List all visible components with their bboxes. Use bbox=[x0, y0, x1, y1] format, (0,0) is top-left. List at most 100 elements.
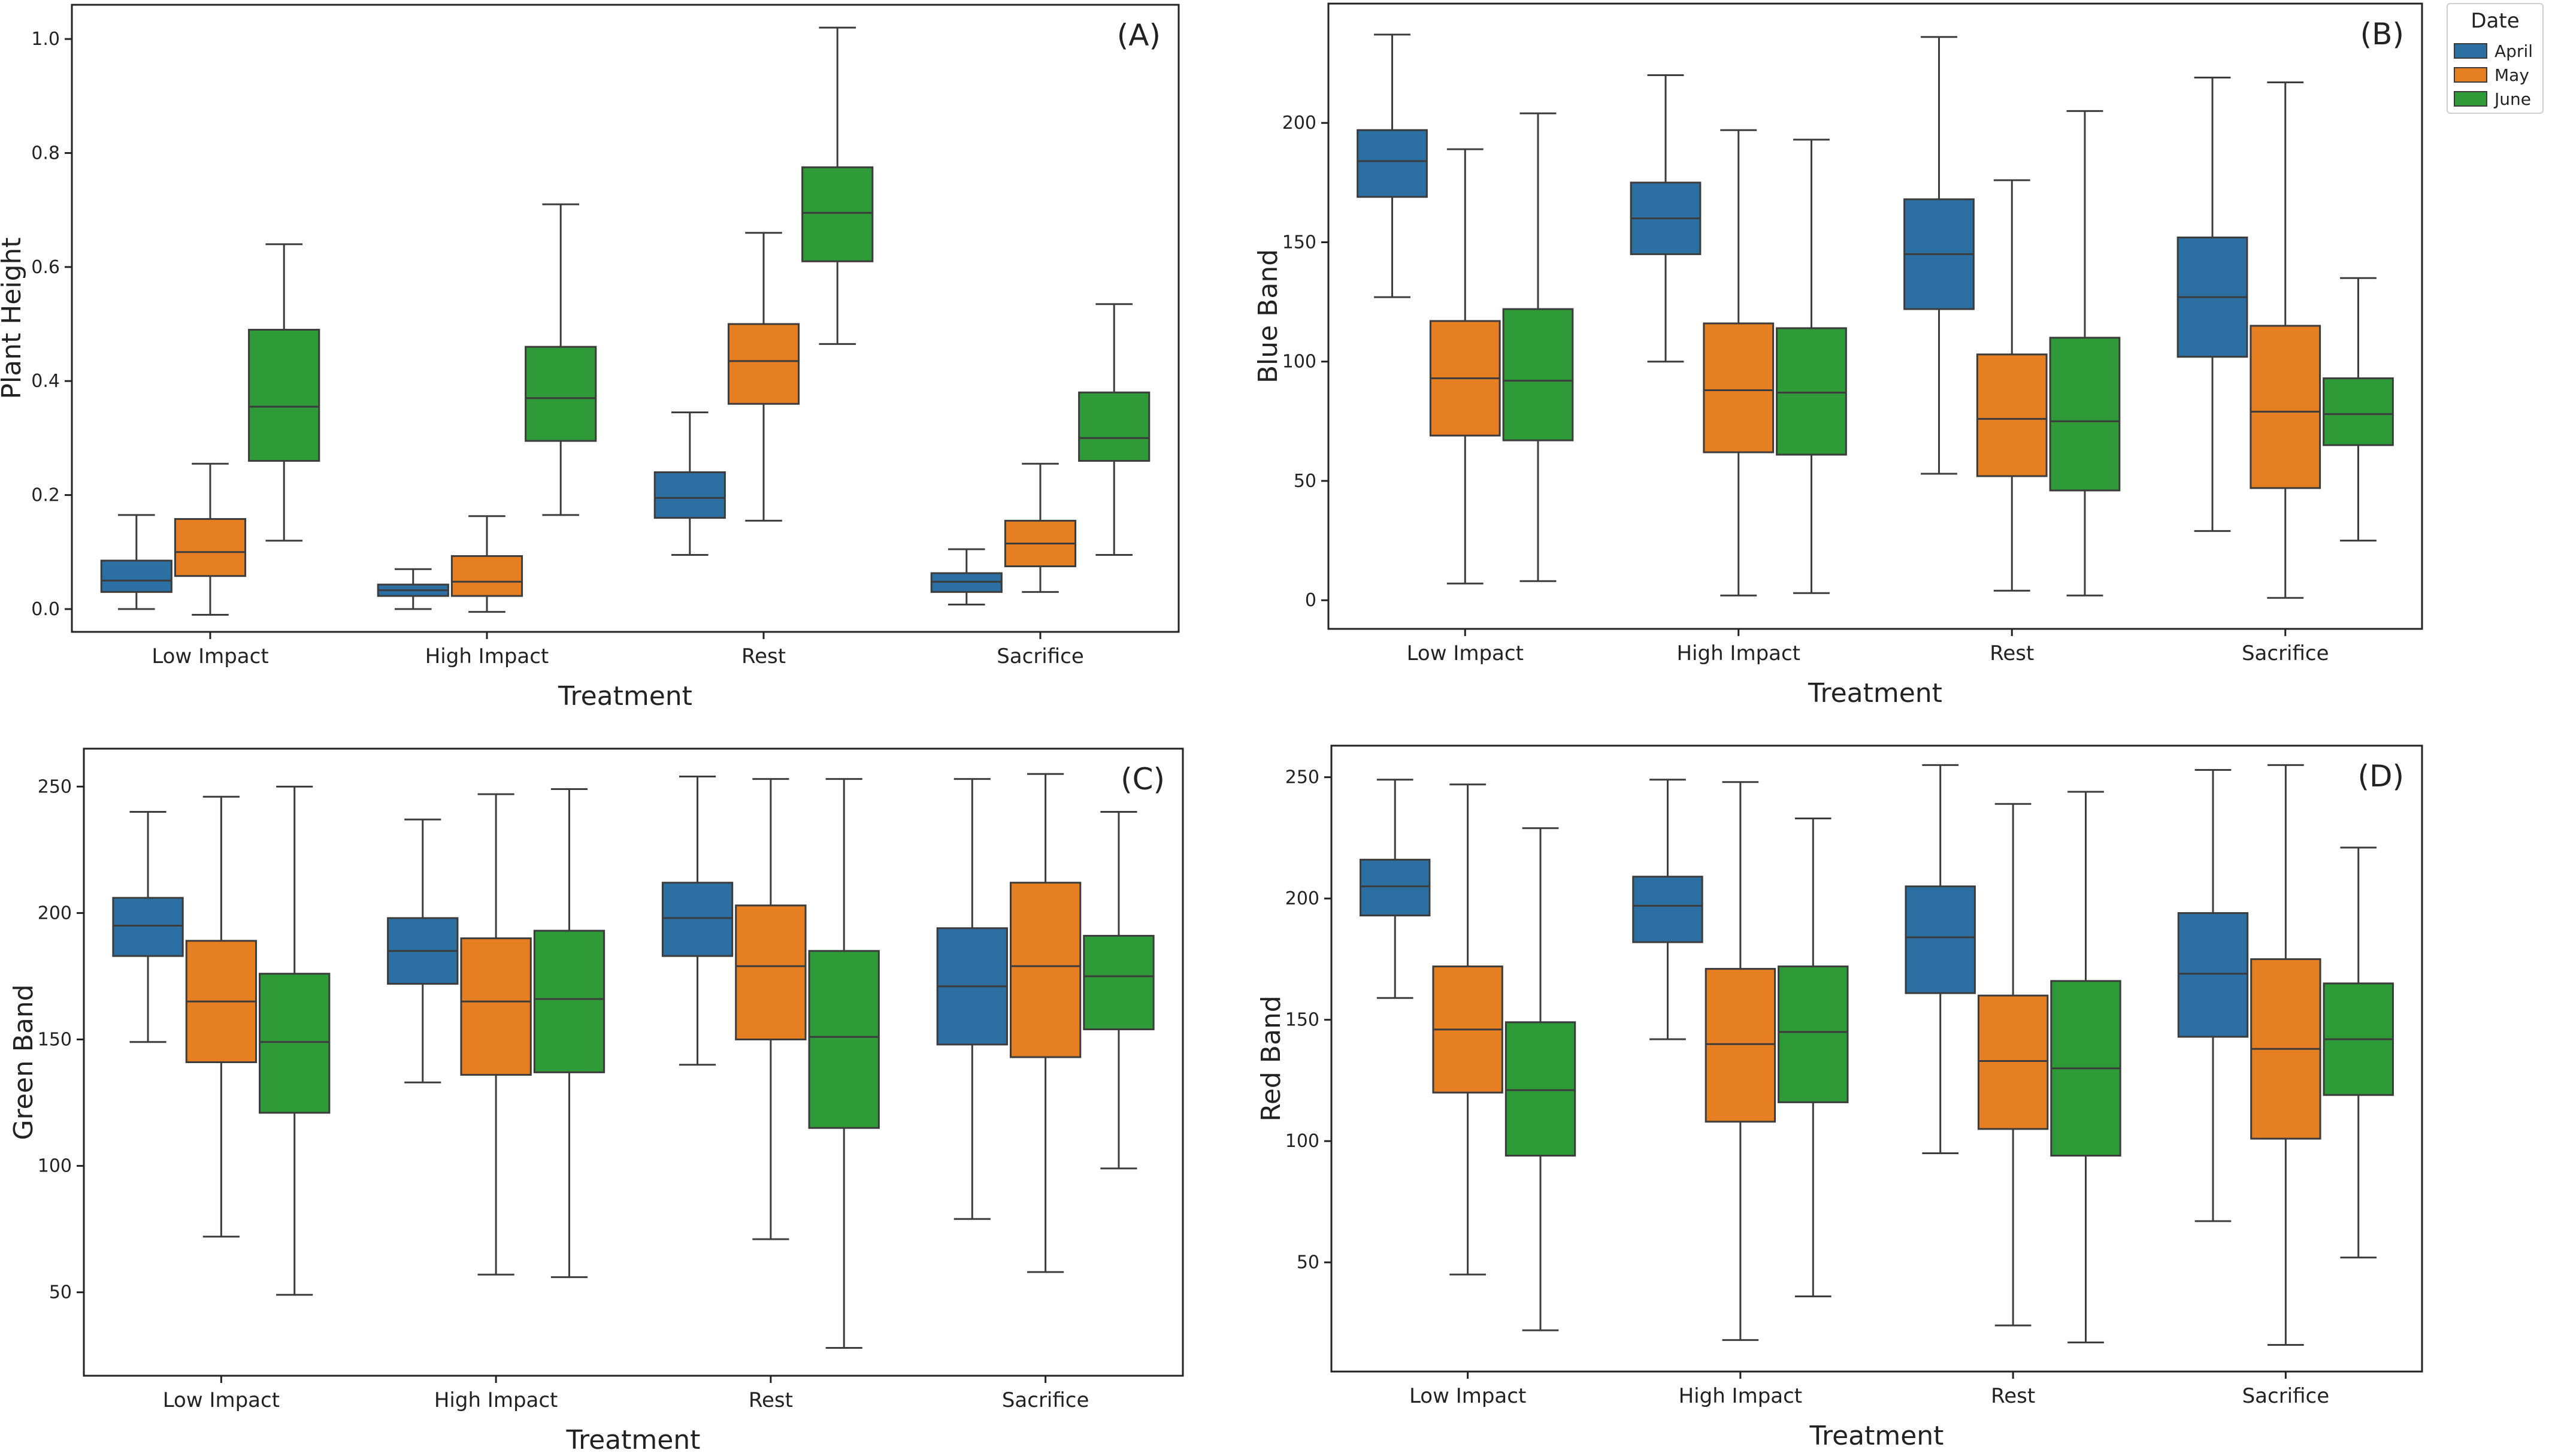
panel-label: (C) bbox=[1121, 762, 1165, 797]
y-tick-label: 250 bbox=[1285, 767, 1319, 788]
x-axis-label: Treatment bbox=[1809, 1421, 1944, 1451]
panel-label: (A) bbox=[1117, 18, 1161, 53]
x-tick-label-low-impact: Low Impact bbox=[163, 1388, 280, 1412]
box-april-high-impact bbox=[1630, 74, 1702, 363]
box-april-high-impact bbox=[387, 818, 459, 1083]
legend-label-may: May bbox=[2494, 65, 2529, 85]
x-tick-label-high-impact: High Impact bbox=[1679, 1384, 1803, 1408]
box-iqr bbox=[2250, 325, 2321, 489]
box-may-high-impact bbox=[450, 515, 523, 613]
y-tick-label: 200 bbox=[1282, 113, 1316, 134]
x-tick-label-rest: Rest bbox=[741, 644, 786, 668]
y-axis-label: Green Band bbox=[8, 984, 39, 1140]
box-april-high-impact bbox=[377, 568, 449, 610]
box-iqr bbox=[1776, 327, 1847, 456]
box-april-sacrifice bbox=[936, 778, 1008, 1220]
panel-d: 50 100 150 200 250 Low Impact High Impact Rest S… bbox=[1256, 744, 2423, 1451]
box-may-sacrifice bbox=[1009, 773, 1082, 1273]
x-tick-label-high-impact: High Impact bbox=[1676, 641, 1800, 665]
legend: Date April May June bbox=[2447, 3, 2544, 114]
box-april-low-impact bbox=[100, 514, 172, 610]
box-april-low-impact bbox=[1360, 779, 1431, 999]
box-june-low-impact bbox=[1502, 112, 1574, 582]
x-tick-label-sacrifice: Sacrifice bbox=[1002, 1388, 1089, 1412]
x-tick-label-high-impact: High Impact bbox=[434, 1388, 558, 1412]
box-may-low-impact bbox=[1432, 783, 1503, 1276]
panel-b: 0 50 100 150 200 Low Impact High Impact Rest Sac… bbox=[1253, 2, 2423, 709]
box-may-high-impact bbox=[1703, 129, 1775, 597]
y-tick-label: 100 bbox=[1282, 352, 1316, 373]
box-june-sacrifice bbox=[1083, 811, 1155, 1170]
y-tick-label: 100 bbox=[38, 1156, 72, 1177]
box-april-sacrifice bbox=[930, 548, 1003, 606]
y-tick-label: 0.0 bbox=[31, 599, 60, 620]
panel-label: (B) bbox=[2360, 17, 2404, 52]
legend-swatch-may bbox=[2454, 67, 2487, 83]
box-iqr bbox=[808, 950, 880, 1129]
box-iqr bbox=[460, 937, 532, 1076]
box-iqr bbox=[1083, 934, 1155, 1031]
legend-label-april: April bbox=[2494, 41, 2533, 61]
x-tick-label-low-impact: Low Impact bbox=[152, 644, 268, 668]
box-iqr bbox=[1502, 308, 1574, 441]
box-april-low-impact bbox=[1357, 34, 1428, 298]
axes-frame bbox=[1327, 2, 2423, 630]
box-april-rest bbox=[661, 775, 734, 1066]
y-tick-label: 200 bbox=[1285, 888, 1319, 909]
box-may-sacrifice bbox=[2250, 764, 2321, 1346]
panel-a: 0.0 0.2 0.4 0.6 0.8 1.0 Low Impact High Impact R… bbox=[0, 4, 1180, 712]
box-may-sacrifice bbox=[1004, 462, 1077, 593]
box-iqr bbox=[1778, 965, 1849, 1103]
legend-label-june: June bbox=[2494, 89, 2531, 109]
box-april-rest bbox=[653, 411, 726, 556]
box-iqr bbox=[1705, 968, 1776, 1123]
box-april-sacrifice bbox=[2177, 769, 2249, 1222]
x-axis-label: Treatment bbox=[558, 681, 692, 712]
box-may-low-impact bbox=[1429, 148, 1501, 585]
y-axis-label: Red Band bbox=[1256, 995, 1286, 1122]
legend-swatch-april bbox=[2454, 43, 2487, 59]
box-may-low-impact bbox=[174, 462, 247, 616]
x-tick-label-low-impact: Low Impact bbox=[1409, 1384, 1526, 1408]
y-axis-label: Plant Height bbox=[0, 237, 27, 399]
box-iqr bbox=[112, 897, 184, 957]
axes-frame bbox=[83, 747, 1184, 1377]
box-june-high-impact bbox=[1776, 138, 1847, 594]
box-iqr bbox=[1703, 322, 1775, 453]
y-tick-label: 100 bbox=[1285, 1131, 1319, 1152]
box-june-high-impact bbox=[525, 203, 597, 516]
box-iqr bbox=[653, 471, 726, 519]
x-tick-label-sacrifice: Sacrifice bbox=[997, 644, 1084, 668]
y-tick-label: 50 bbox=[1294, 471, 1316, 492]
box-june-rest bbox=[2049, 110, 2121, 597]
box-june-rest bbox=[808, 778, 880, 1349]
y-tick-label: 150 bbox=[1282, 232, 1316, 253]
box-iqr bbox=[533, 930, 606, 1073]
box-may-high-impact bbox=[1705, 781, 1776, 1341]
x-tick-label-high-impact: High Impact bbox=[425, 644, 549, 668]
y-tick-label: 250 bbox=[38, 776, 72, 797]
y-axis-label: Blue Band bbox=[1253, 249, 1283, 383]
legend-title: Date bbox=[2471, 9, 2520, 33]
box-iqr bbox=[259, 973, 331, 1114]
box-iqr bbox=[1504, 1021, 1576, 1157]
box-iqr bbox=[174, 518, 247, 577]
box-iqr bbox=[2177, 912, 2249, 1038]
box-may-rest bbox=[1977, 803, 2049, 1327]
box-iqr bbox=[1009, 882, 1082, 1058]
box-may-low-impact bbox=[185, 795, 258, 1238]
x-tick-label-sacrifice: Sacrifice bbox=[2242, 1384, 2330, 1408]
legend-swatch-june bbox=[2454, 91, 2487, 107]
panel-c: 50 100 150 200 250 Low Impact High Impact Rest S… bbox=[8, 747, 1184, 1455]
box-june-sacrifice bbox=[2323, 846, 2394, 1259]
box-may-rest bbox=[735, 778, 807, 1240]
box-june-rest bbox=[2050, 791, 2121, 1343]
box-may-sacrifice bbox=[2250, 81, 2321, 599]
y-tick-label: 0.4 bbox=[31, 371, 60, 392]
box-iqr bbox=[1977, 994, 2049, 1130]
y-tick-label: 0.2 bbox=[31, 485, 60, 506]
y-tick-label: 0.6 bbox=[31, 257, 60, 278]
x-tick-label-sacrifice: Sacrifice bbox=[2242, 641, 2329, 665]
box-may-high-impact bbox=[460, 793, 532, 1276]
box-june-high-impact bbox=[533, 788, 606, 1278]
